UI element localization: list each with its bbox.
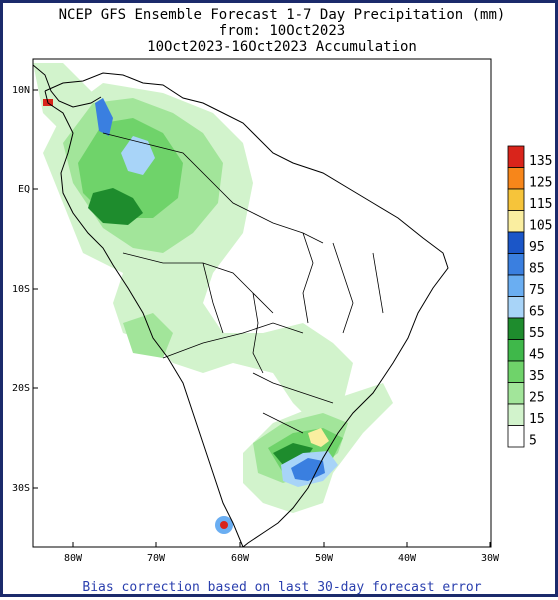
precip-area-mid-green-3 [123, 313, 173, 358]
longitude-axis: 80W 70W 60W 50W 40W 30W [64, 542, 500, 564]
legend-swatch [507, 210, 525, 233]
legend-swatch [507, 167, 525, 190]
map-plot-area [33, 59, 491, 547]
legend-swatch [507, 360, 525, 383]
lat-tick-label: 20S [12, 383, 30, 394]
central-america-coastline [33, 64, 102, 108]
precip-area-dark-green [88, 188, 143, 225]
precip-max-light-blue-amazon [121, 136, 155, 175]
precip-max-yellow-south [308, 428, 329, 447]
legend-level-label: 25 [529, 391, 545, 406]
legend-level-label: 45 [529, 348, 545, 363]
accumulation-period: 10Oct2023-16Oct2023 Accumulation [147, 39, 417, 55]
lon-tick-label: 80W [64, 553, 83, 564]
legend-level-label: 85 [529, 262, 545, 277]
precip-area-light-green-north [33, 63, 93, 133]
legend-level-label: 55 [529, 326, 545, 341]
south-america-coastline [44, 72, 449, 547]
legend-level-label: 125 [529, 176, 552, 191]
precip-max-cell-ocean-center [220, 521, 228, 529]
legend-swatch [507, 382, 525, 405]
precipitation-map: 10N EQ 10S 20S 30S 80W 70W 60W 50W 40W 3… [12, 58, 552, 564]
legend-level-label: 95 [529, 240, 545, 255]
precip-max-blue-south [291, 458, 325, 481]
legend-swatch [507, 253, 525, 276]
lon-tick-label: 50W [315, 553, 334, 564]
legend-level-label: 115 [529, 197, 552, 212]
lon-tick-label: 30W [481, 553, 500, 564]
plot-border [32, 58, 492, 548]
legend-swatch [507, 296, 525, 319]
legend-swatch [507, 339, 525, 362]
legend-swatch [507, 231, 525, 254]
legend-swatch [507, 317, 525, 340]
legend-swatch [507, 425, 525, 448]
legend-level-label: 105 [529, 219, 552, 234]
legend-level-label: 15 [529, 412, 545, 427]
legend-level-label: 135 [529, 154, 552, 169]
legend-level-label: 75 [529, 283, 545, 298]
map-title: NCEP GFS Ensemble Forecast 1-7 Day Preci… [58, 7, 506, 23]
lon-tick-label: 70W [147, 553, 166, 564]
legend-swatch [507, 145, 525, 168]
bias-correction-note: Bias correction based on last 30-day for… [82, 580, 482, 595]
legend-swatch [507, 188, 525, 211]
legend-swatch [507, 274, 525, 297]
precipitation-legend: 135 125 115 105 95 85 75 65 55 45 35 25 15 5 [507, 145, 552, 449]
legend-level-label: 65 [529, 305, 545, 320]
latitude-axis: 10N EQ 10S 20S 30S [12, 85, 38, 494]
forecast-from-date: from: 10Oct2023 [218, 23, 346, 39]
lat-tick-label: 10N [12, 85, 30, 96]
lat-tick-label: 30S [12, 483, 30, 494]
lon-tick-label: 40W [398, 553, 417, 564]
legend-level-label: 35 [529, 369, 545, 384]
legend-swatch [507, 403, 525, 426]
lon-tick-label: 60W [231, 553, 250, 564]
country-borders [102, 132, 384, 434]
lat-tick-label: EQ [18, 184, 30, 195]
precip-max-blue-colombia [95, 98, 113, 136]
lat-tick-label: 10S [12, 284, 30, 295]
legend-level-label: 5 [529, 434, 537, 449]
